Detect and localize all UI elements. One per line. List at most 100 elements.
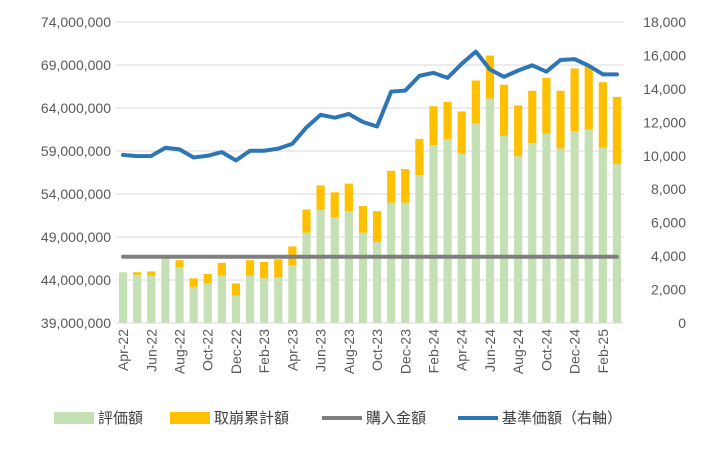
bar-valuation — [133, 274, 142, 323]
bar-valuation — [471, 123, 480, 323]
bar-valuation — [542, 133, 551, 323]
bar-withdrawal — [189, 278, 198, 287]
bar-withdrawal — [358, 206, 368, 233]
bar-withdrawal — [457, 111, 466, 154]
x-tick-label: Jun-22 — [143, 329, 159, 372]
x-tick-label: Apr-22 — [115, 329, 131, 371]
bar-withdrawal — [133, 272, 142, 275]
bar-withdrawal — [542, 77, 551, 134]
y-left-tick-label: 49,000,000 — [41, 229, 111, 245]
gridlines — [116, 21, 624, 324]
bar-valuation — [217, 275, 226, 323]
x-tick-label: Apr-24 — [454, 329, 470, 371]
bar-valuation — [443, 138, 452, 323]
bar-valuation — [528, 143, 537, 323]
x-tick-label: Oct-23 — [369, 329, 385, 371]
y-right-tick-label: 18,000 — [643, 14, 686, 30]
bar-valuation — [189, 286, 198, 323]
bar-withdrawal — [401, 169, 410, 203]
y-left-tick-label: 39,000,000 — [41, 315, 111, 331]
bar-withdrawal — [372, 211, 382, 243]
x-tick-label: Aug-22 — [172, 329, 188, 374]
y-left-tick-label: 69,000,000 — [41, 57, 111, 73]
bar-valuation — [570, 131, 579, 323]
bar-valuation — [118, 272, 128, 323]
bar-withdrawal — [485, 55, 495, 99]
legend-item: 購入金額 — [322, 409, 426, 427]
bar-withdrawal — [415, 138, 424, 176]
bar-withdrawal — [584, 65, 593, 130]
y-right-tick-label: 0 — [678, 315, 686, 331]
x-tick-label: Dec-23 — [397, 329, 413, 374]
bar-withdrawal — [598, 82, 607, 148]
bar-valuation — [203, 283, 212, 323]
x-tick-label: Jun-24 — [482, 329, 498, 372]
x-tick-label: Feb-23 — [256, 329, 272, 374]
legend-label: 評価額 — [98, 409, 143, 427]
legend-swatch — [170, 412, 210, 424]
line-nav — [121, 49, 619, 163]
bar-valuation — [415, 175, 424, 323]
legend-item: 評価額 — [54, 409, 143, 427]
y-right-tick-label: 8,000 — [651, 181, 686, 197]
bar-withdrawal — [147, 271, 156, 276]
x-tick-label: Oct-22 — [200, 329, 216, 371]
bar-withdrawal — [570, 68, 579, 132]
bar-valuation — [175, 267, 184, 323]
legend-swatch — [54, 412, 94, 424]
y-left-tick-label: 54,000,000 — [41, 186, 111, 202]
bar-valuation — [457, 153, 466, 323]
x-tick-label: Dec-24 — [567, 329, 583, 374]
bar-withdrawal — [344, 183, 353, 212]
bar-withdrawal — [387, 170, 396, 203]
y-right-tick-label: 16,000 — [643, 47, 686, 63]
bars — [118, 55, 622, 323]
bar-withdrawal — [302, 209, 311, 233]
bar-valuation — [485, 98, 495, 323]
bar-valuation — [499, 135, 509, 323]
legend-label: 購入金額 — [366, 409, 426, 427]
x-tick-label: Dec-22 — [228, 329, 244, 374]
y-left-tick-label: 74,000,000 — [41, 14, 111, 30]
bar-valuation — [387, 202, 396, 323]
bar-valuation — [514, 156, 523, 323]
x-tick-label: Oct-24 — [538, 329, 554, 371]
bar-withdrawal — [514, 105, 523, 157]
bar-valuation — [274, 277, 283, 323]
y-right-tick-label: 4,000 — [651, 248, 686, 264]
legend-item: 取崩累計額 — [170, 409, 289, 427]
bar-valuation — [612, 163, 622, 323]
bar-valuation — [372, 242, 382, 323]
x-tick-label: Feb-25 — [595, 329, 611, 374]
bar-valuation — [245, 275, 255, 323]
bar-withdrawal — [175, 260, 184, 268]
bar-valuation — [260, 278, 269, 323]
bar-withdrawal — [217, 262, 226, 276]
legend-item: 基準価額（右軸） — [458, 409, 622, 427]
left-axis: 39,000,000 44,000,000 49,000,000 54,000,000… — [41, 14, 111, 331]
bar-withdrawal — [471, 80, 480, 124]
x-tick-label: Aug-24 — [510, 329, 526, 374]
bar-withdrawal — [612, 96, 622, 164]
y-right-tick-label: 6,000 — [651, 215, 686, 231]
y-right-tick-label: 2,000 — [651, 282, 686, 298]
bar-valuation — [401, 202, 410, 323]
bar-valuation — [330, 217, 339, 323]
bar-valuation — [316, 209, 325, 323]
lines — [121, 49, 619, 259]
bar-withdrawal — [316, 185, 325, 210]
bar-valuation — [429, 144, 438, 323]
bar-withdrawal — [443, 101, 452, 139]
x-tick-label: Aug-23 — [341, 329, 357, 374]
legend-label: 取崩累計額 — [214, 409, 289, 427]
bar-valuation — [231, 295, 241, 323]
legend-label: 基準価額（右軸） — [502, 409, 622, 427]
bar-withdrawal — [330, 192, 339, 218]
x-tick-label: Apr-23 — [284, 329, 300, 371]
x-tick-label: Jun-23 — [313, 329, 329, 372]
bar-withdrawal — [203, 273, 212, 284]
y-left-tick-label: 59,000,000 — [41, 143, 111, 159]
bar-valuation — [147, 275, 156, 323]
